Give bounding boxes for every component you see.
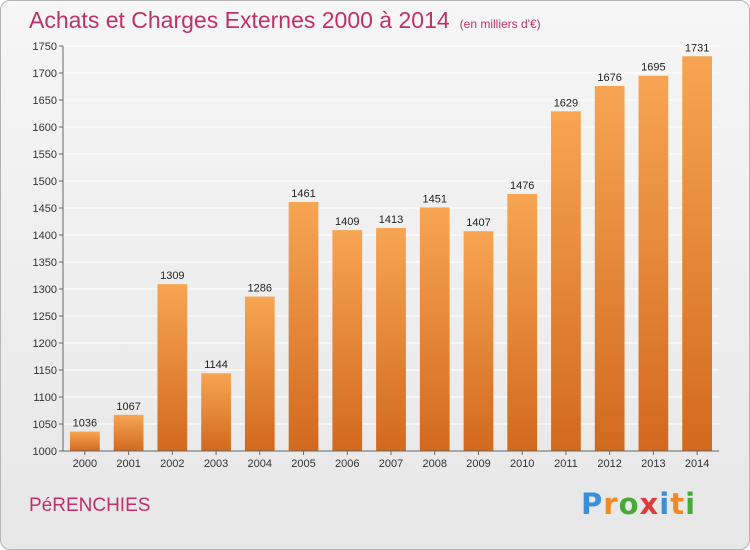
value-label-2002: 1309 bbox=[160, 270, 184, 282]
bar-2010 bbox=[507, 193, 538, 451]
y-tick-label: 1100 bbox=[33, 392, 57, 404]
bar-2007 bbox=[376, 227, 406, 451]
value-labels: 1036 1067 1309 1144 1286 1461 1409 1413 1451 1407… bbox=[73, 42, 710, 429]
y-tick-label: 1650 bbox=[33, 95, 57, 107]
value-label-2003: 1144 bbox=[204, 359, 228, 371]
chart-unit: (en milliers d'€) bbox=[459, 17, 541, 31]
logo-letter: P bbox=[581, 487, 604, 521]
y-tick-label: 1050 bbox=[33, 419, 57, 431]
bar-2013 bbox=[638, 75, 669, 451]
y-tick-label: 1750 bbox=[33, 41, 57, 53]
y-tick-label: 1500 bbox=[33, 176, 57, 188]
x-tick-label-2003: 2003 bbox=[204, 458, 228, 470]
value-label-2013: 1695 bbox=[641, 62, 665, 74]
bar-2003 bbox=[201, 373, 231, 451]
value-label-2004: 1286 bbox=[248, 283, 272, 295]
y-tick-label: 1600 bbox=[33, 122, 57, 134]
bars bbox=[69, 56, 713, 452]
value-label-2000: 1036 bbox=[73, 418, 97, 430]
value-label-2010: 1476 bbox=[510, 180, 534, 192]
x-tick-label-2012: 2012 bbox=[597, 458, 621, 470]
y-tick-label: 1550 bbox=[33, 149, 57, 161]
chart-title: Achats et Charges Externes 2000 à 2014 (e… bbox=[29, 7, 541, 34]
y-tick-label: 1250 bbox=[33, 311, 57, 323]
value-label-2011: 1629 bbox=[554, 97, 578, 109]
value-label-2006: 1409 bbox=[335, 216, 359, 228]
logo-letter: i bbox=[659, 487, 671, 521]
value-label-2014: 1731 bbox=[685, 42, 709, 54]
chart-title-text: Achats et Charges Externes 2000 à 2014 bbox=[29, 7, 450, 33]
y-tick-label: 1450 bbox=[33, 203, 57, 215]
logo-letter: r bbox=[603, 487, 619, 521]
x-axis: 2000 2001 2002 2003 2004 2005 2006 2007 2008 2009… bbox=[63, 450, 719, 470]
bar-2004 bbox=[244, 296, 275, 451]
x-tick-label-2011: 2011 bbox=[554, 458, 578, 470]
y-tick-label: 1150 bbox=[33, 365, 57, 377]
logo-letter: t bbox=[670, 487, 686, 521]
x-tick-label-2010: 2010 bbox=[510, 458, 534, 470]
y-tick-label: 1700 bbox=[33, 68, 57, 80]
bar-2008 bbox=[419, 207, 450, 451]
y-tick-label: 1350 bbox=[33, 257, 57, 269]
bar-2012 bbox=[594, 85, 625, 452]
x-tick-label-2009: 2009 bbox=[466, 458, 490, 470]
bar-2001 bbox=[113, 414, 144, 451]
bar-2009 bbox=[463, 231, 494, 451]
value-label-2009: 1407 bbox=[466, 217, 490, 229]
y-tick-label: 1400 bbox=[33, 230, 57, 242]
y-tick-label: 1000 bbox=[33, 446, 57, 458]
y-tick-label: 1300 bbox=[33, 284, 57, 296]
bar-2006 bbox=[332, 230, 363, 451]
value-label-2001: 1067 bbox=[116, 401, 140, 413]
x-tick-label-2014: 2014 bbox=[685, 458, 709, 470]
place-name: PéRENCHIES bbox=[29, 495, 151, 516]
value-label-2008: 1451 bbox=[422, 193, 446, 205]
y-tick-label: 1200 bbox=[33, 338, 57, 350]
value-label-2005: 1461 bbox=[291, 188, 315, 200]
y-axis: 1000 1050 1100 1150 1200 1250 1300 1350 1400 1450… bbox=[33, 41, 64, 458]
logo-letter: i bbox=[685, 487, 697, 521]
value-label-2012: 1676 bbox=[597, 72, 621, 84]
x-tick-label-2007: 2007 bbox=[379, 458, 403, 470]
bar-2011 bbox=[551, 111, 581, 451]
x-tick-label-2006: 2006 bbox=[335, 458, 359, 470]
x-tick-label-2002: 2002 bbox=[160, 458, 184, 470]
bar-2005 bbox=[288, 202, 319, 451]
logo-letter: o bbox=[618, 487, 640, 521]
bar-2002 bbox=[157, 284, 188, 451]
x-tick-label-2013: 2013 bbox=[641, 458, 665, 470]
x-tick-label-2001: 2001 bbox=[116, 458, 140, 470]
x-tick-label-2005: 2005 bbox=[291, 458, 315, 470]
x-tick-label-2000: 2000 bbox=[73, 458, 97, 470]
proxiti-logo: Proxiti bbox=[581, 487, 696, 521]
bar-2000 bbox=[69, 431, 100, 451]
bar-2014 bbox=[682, 56, 713, 451]
x-tick-label-2004: 2004 bbox=[248, 458, 272, 470]
logo-letter: x bbox=[639, 487, 660, 521]
value-label-2007: 1413 bbox=[379, 214, 403, 226]
x-tick-label-2008: 2008 bbox=[422, 458, 446, 470]
